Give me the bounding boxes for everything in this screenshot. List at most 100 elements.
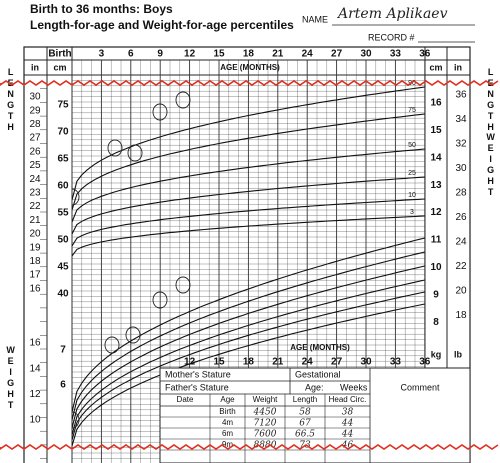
bottom-age-label: 30 xyxy=(360,357,372,368)
table-cell: 67 xyxy=(299,419,311,429)
cm-label: 55 xyxy=(57,208,69,219)
table-cell: 44 xyxy=(341,430,354,440)
inch-label: 21 xyxy=(29,215,41,226)
weight-curve xyxy=(72,279,425,436)
percentile-label: 3 xyxy=(410,209,414,216)
gestational-weeks: Weeks xyxy=(340,382,368,392)
plotted-point xyxy=(72,411,80,429)
weight-curve xyxy=(72,237,425,413)
kg-label: 13 xyxy=(430,180,442,191)
inch-label: 27 xyxy=(29,133,41,144)
lb-label: 18 xyxy=(455,310,467,321)
top-age-label: 30 xyxy=(360,49,372,60)
table-cell: 38 xyxy=(342,408,354,418)
kg-label: 7 xyxy=(60,345,66,356)
percentile-label: 10 xyxy=(408,192,416,199)
bottom-age-label: 15 xyxy=(213,357,225,368)
lb-label: 14 xyxy=(29,363,41,374)
kg-label: 6 xyxy=(60,380,66,391)
lb-label: 24 xyxy=(455,237,467,248)
table-cell: 44 xyxy=(341,419,354,429)
table-header: Weight xyxy=(253,395,279,404)
lb-label: 26 xyxy=(455,212,467,223)
inch-label: 18 xyxy=(29,256,41,267)
plotted-point xyxy=(104,336,120,354)
kg-label: 12 xyxy=(430,207,442,218)
top-age-label: 18 xyxy=(243,49,255,60)
inch-label: 25 xyxy=(29,160,41,171)
percentile-label: 90 xyxy=(408,80,416,87)
weight-curve xyxy=(72,291,425,441)
cm-label: 40 xyxy=(57,289,69,300)
top-age-label: 9 xyxy=(157,49,163,60)
lb-label: 10 xyxy=(29,415,41,426)
plotted-point xyxy=(152,291,168,309)
top-age-label: 24 xyxy=(302,49,314,60)
crop-line-top xyxy=(0,80,499,86)
name-value: Artem Aplikaev xyxy=(336,6,448,22)
inch-label: 23 xyxy=(29,188,41,199)
bottom-age-label: 36 xyxy=(419,357,431,368)
lb-label: 28 xyxy=(455,188,467,199)
table-cell: 4450 xyxy=(253,408,277,418)
crop-line-bottom xyxy=(0,444,499,450)
bottom-age-label: 33 xyxy=(390,357,402,368)
inch-label: 22 xyxy=(29,201,41,212)
gestational: Gestational xyxy=(295,369,341,379)
plotted-point xyxy=(152,103,168,121)
lb-label: 12 xyxy=(29,389,41,400)
inch-label: 20 xyxy=(29,229,41,240)
kg-label: 11 xyxy=(431,235,442,246)
table-cell: 8880 xyxy=(254,441,277,451)
top-age-label: 6 xyxy=(128,49,134,60)
weight-label-left: WEIGHT xyxy=(6,345,16,411)
father-stature: Father's Stature xyxy=(165,382,229,392)
top-age-label: 21 xyxy=(272,49,284,60)
bottom-age-label: 18 xyxy=(243,357,255,368)
length-curve xyxy=(72,215,425,257)
percentile-curves xyxy=(72,86,425,447)
lb-label: 32 xyxy=(455,139,467,150)
table-cell: 7600 xyxy=(254,430,277,440)
frame xyxy=(23,46,471,463)
length-curve xyxy=(72,176,425,235)
cm-label: 65 xyxy=(57,154,69,165)
table-cell: 66.5 xyxy=(295,430,315,440)
table-cell: Birth xyxy=(219,407,235,416)
kg-label: 14 xyxy=(430,152,442,163)
lb-label: 36 xyxy=(455,90,467,101)
weight-curve xyxy=(72,265,425,429)
lb-label: 30 xyxy=(455,163,467,174)
bottom-age-label: 12 xyxy=(184,357,196,368)
bottom-age-label: 27 xyxy=(331,357,343,368)
kg-label: 16 xyxy=(430,98,442,109)
inch-label: 16 xyxy=(29,283,41,294)
cm-label: 75 xyxy=(57,100,69,111)
cm-label: 70 xyxy=(57,127,69,138)
weight-curve xyxy=(72,251,425,421)
mother-stature: Mother's Stature xyxy=(165,369,231,379)
table-cell: 7120 xyxy=(254,419,277,429)
lb-label: 20 xyxy=(455,286,467,297)
inch-label: 26 xyxy=(29,146,41,157)
kg-label: 10 xyxy=(430,262,442,273)
age-axis-label-bottom: AGE (MONTHS) xyxy=(290,343,350,352)
weight-curve xyxy=(72,303,425,447)
bottom-age-label: 24 xyxy=(302,357,314,368)
inch-label: 30 xyxy=(29,92,41,103)
plotted-point xyxy=(127,144,143,162)
top-age-label: 12 xyxy=(184,49,196,60)
record-label: RECORD # xyxy=(368,32,415,42)
top-age-label: 36 xyxy=(419,49,431,60)
table-cell: 46 xyxy=(341,441,354,451)
length-curve xyxy=(72,148,425,223)
subtitle: Length-for-age and Weight-for-age percen… xyxy=(30,18,294,32)
gestational-age: Age: xyxy=(305,382,324,392)
inch-label: 29 xyxy=(29,105,41,116)
table-cell: 4m xyxy=(222,418,233,427)
inch-label: 24 xyxy=(29,174,41,185)
name-label: NAME xyxy=(302,14,328,24)
table-header: Head Circ. xyxy=(329,395,367,404)
plotted-point xyxy=(175,91,191,109)
